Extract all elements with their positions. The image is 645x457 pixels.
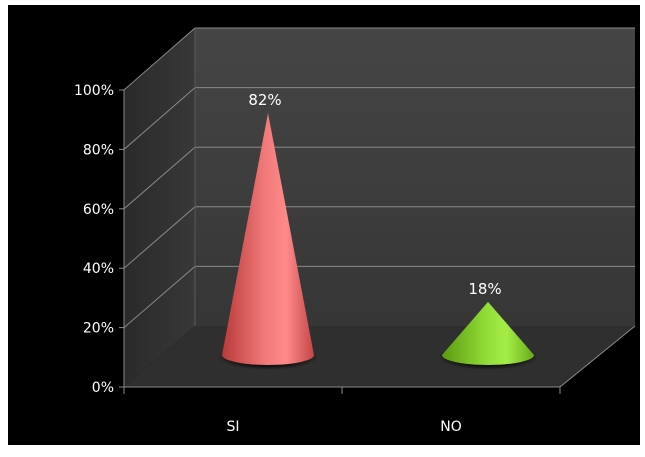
floor-right-edge [559,325,636,388]
data-label: 82% [248,91,281,109]
x-category-label: NO [440,419,462,435]
x-category-label: SI [226,419,239,435]
cone-bar-no [442,301,534,365]
floor [124,326,635,387]
y-tick-label: 0% [92,380,114,396]
y-tick-label: 100% [74,83,114,99]
y-tick-label: 40% [83,261,114,277]
y-tick-label: 20% [83,321,114,337]
y-tick-label: 80% [83,142,114,158]
y-tick-label: 60% [83,202,114,218]
side-wall [124,28,195,387]
cone-bar-si [222,113,314,365]
data-label: 18% [468,280,501,298]
